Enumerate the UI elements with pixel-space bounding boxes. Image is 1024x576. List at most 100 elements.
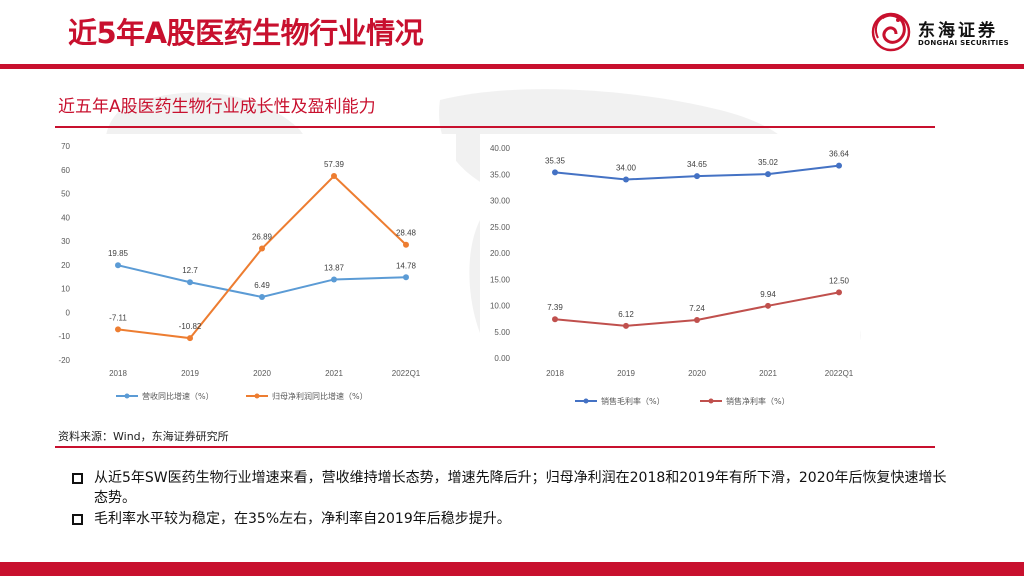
data-label: 6.12 xyxy=(618,310,634,319)
x-tick-label: 2018 xyxy=(109,369,127,378)
data-label: 28.48 xyxy=(396,229,417,238)
header-divider xyxy=(0,64,1024,69)
data-label: 34.65 xyxy=(687,160,708,169)
y-tick-label: 40.00 xyxy=(490,144,511,153)
footer-bar xyxy=(0,562,1024,576)
data-label: 34.00 xyxy=(616,164,637,173)
bullet-text: 从近5年SW医药生物行业增速来看，营收维持增长态势，增速先降后升；归母净利润在2… xyxy=(94,470,947,506)
legend-label: 营收同比增速（%） xyxy=(142,391,214,401)
x-tick-label: 2019 xyxy=(617,369,635,378)
growth-line-chart: 70 60 50 40 30 20 10 0 -10 -20 2018 2019 2020 2021 202… xyxy=(58,142,421,401)
data-label: 6.49 xyxy=(254,281,270,290)
y-tick-label: 70 xyxy=(61,142,70,151)
bullet-text: 毛利率水平较为稳定，在35%左右，净利率自2019年后稳步提升。 xyxy=(94,511,511,527)
y-tick-label: 35.00 xyxy=(490,170,511,179)
bullet-list: 从近5年SW医药生物行业增速来看，营收维持增长态势，增速先降后升；归母净利润在2… xyxy=(72,468,952,530)
data-point xyxy=(115,326,121,333)
y-tick-label: 20.00 xyxy=(490,249,511,258)
legend-marker xyxy=(708,398,714,404)
y-tick-label: 60 xyxy=(61,166,70,175)
y-tick-label: -20 xyxy=(58,356,70,365)
data-label: 26.89 xyxy=(252,233,273,242)
data-point xyxy=(694,173,700,180)
y-tick-label: 25.00 xyxy=(490,223,511,232)
data-point xyxy=(836,289,842,296)
legend-label: 销售净利率（%） xyxy=(726,396,790,406)
data-point xyxy=(403,241,409,248)
x-tick-label: 2021 xyxy=(325,369,343,378)
x-tick-label: 2020 xyxy=(253,369,271,378)
legend-label: 归母净利润同比增速（%） xyxy=(272,391,368,401)
legend-marker xyxy=(254,393,260,399)
data-point xyxy=(765,171,771,178)
legend-label: 销售毛利率（%） xyxy=(601,396,665,406)
data-point xyxy=(187,279,193,286)
company-logo: 东海证券 DONGHAI SECURITIES xyxy=(868,8,1018,58)
logo-chinese-name: 东海证券 xyxy=(918,21,998,41)
y-tick-label: 30.00 xyxy=(490,197,511,206)
margin-chart-panel: 40.00 35.00 30.00 25.00 20.00 15.00 10.00 5.00 0… xyxy=(480,134,860,412)
data-point xyxy=(552,169,558,176)
y-tick-label: 10.00 xyxy=(490,302,511,311)
series-line xyxy=(117,174,407,340)
legend-marker xyxy=(583,398,589,404)
section-subtitle: 近五年A股医药生物行业成长性及盈利能力 xyxy=(58,97,376,117)
y-tick-label: 50 xyxy=(61,190,70,199)
margin-line-chart: 40.00 35.00 30.00 25.00 20.00 15.00 10.00 5.00 0… xyxy=(490,144,854,406)
y-tick-label: 0 xyxy=(66,308,71,317)
x-tick-label: 2019 xyxy=(181,369,199,378)
y-tick-label: -10 xyxy=(58,332,70,341)
data-label: 12.7 xyxy=(182,266,198,275)
square-bullet-icon xyxy=(72,514,83,525)
y-tick-label: 40 xyxy=(61,213,70,222)
data-label: 7.39 xyxy=(547,303,563,312)
data-point xyxy=(836,162,842,169)
y-tick-label: 0.00 xyxy=(494,354,510,363)
data-label: 14.78 xyxy=(396,261,417,270)
data-label: 36.64 xyxy=(829,150,850,159)
data-point xyxy=(331,276,337,283)
subtitle-divider xyxy=(55,126,935,128)
x-tick-label: 2022Q1 xyxy=(392,369,421,378)
x-tick-label: 2021 xyxy=(759,369,777,378)
data-label: 57.39 xyxy=(324,160,345,169)
data-label: -10.82 xyxy=(179,322,202,331)
bullet-item: 从近5年SW医药生物行业增速来看，营收维持增长态势，增速先降后升；归母净利润在2… xyxy=(72,468,952,508)
bullet-item: 毛利率水平较为稳定，在35%左右，净利率自2019年后稳步提升。 xyxy=(72,509,952,529)
x-tick-label: 2022Q1 xyxy=(825,369,854,378)
data-point xyxy=(115,262,121,269)
data-point xyxy=(552,316,558,323)
data-point xyxy=(403,274,409,281)
data-point xyxy=(259,294,265,301)
y-tick-label: 30 xyxy=(61,237,70,246)
growth-chart-panel: 70 60 50 40 30 20 10 0 -10 -20 2018 2019 2020 2021 202… xyxy=(56,134,456,412)
y-tick-label: 5.00 xyxy=(494,328,510,337)
data-point xyxy=(331,172,337,179)
y-tick-label: 15.00 xyxy=(490,275,511,284)
dragon-logo-icon xyxy=(871,12,911,52)
data-point xyxy=(623,176,629,183)
data-label: 19.85 xyxy=(108,249,129,258)
data-label: 12.50 xyxy=(829,276,850,285)
data-point xyxy=(623,322,629,329)
data-label: 7.24 xyxy=(689,304,705,313)
data-point xyxy=(259,245,265,252)
data-point xyxy=(694,316,700,323)
y-tick-label: 10 xyxy=(61,285,70,294)
data-label: 35.35 xyxy=(545,156,566,165)
data-point xyxy=(187,335,193,342)
x-tick-label: 2020 xyxy=(688,369,706,378)
source-divider xyxy=(55,446,935,448)
data-label: 9.94 xyxy=(760,290,776,299)
data-label: -7.11 xyxy=(109,313,127,322)
legend-marker xyxy=(124,393,130,399)
data-source-note: 资料来源：Wind，东海证券研究所 xyxy=(58,430,229,443)
slide-title: 近5年A股医药生物行业情况 xyxy=(68,16,424,50)
y-tick-label: 20 xyxy=(61,261,70,270)
square-bullet-icon xyxy=(72,473,83,484)
data-label: 35.02 xyxy=(758,158,779,167)
data-point xyxy=(765,302,771,309)
x-tick-label: 2018 xyxy=(546,369,564,378)
logo-english-name: DONGHAI SECURITIES xyxy=(918,39,1009,47)
data-label: 13.87 xyxy=(324,263,345,272)
